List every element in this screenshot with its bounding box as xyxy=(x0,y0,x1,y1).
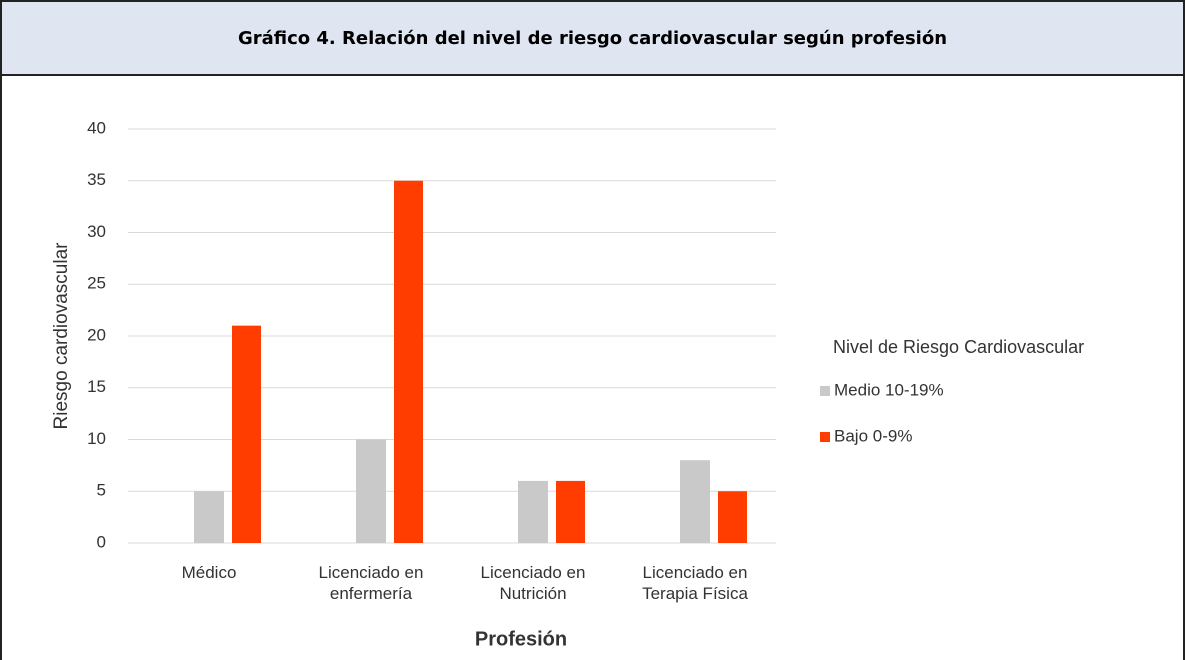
y-tick-label: 35 xyxy=(87,170,106,189)
x-tick-label: Médico xyxy=(181,563,237,582)
legend-swatch xyxy=(820,386,830,396)
y-tick-label: 20 xyxy=(87,325,106,344)
y-tick-label: 5 xyxy=(97,481,106,500)
bar xyxy=(518,480,548,543)
frame xyxy=(0,74,1185,660)
y-tick-label: 0 xyxy=(97,532,106,551)
bar xyxy=(194,491,224,543)
x-tick-label: Licenciado en Terapia Física xyxy=(642,563,748,603)
y-axis-label: Riesgo cardiovascular xyxy=(51,242,72,430)
x-tick-label: Licenciado en enfermería xyxy=(318,563,424,603)
bar xyxy=(394,180,423,543)
legend-swatch xyxy=(820,432,830,442)
y-tick-label: 25 xyxy=(87,274,106,293)
chart-title: Gráfico 4. Relación del nivel de riesgo … xyxy=(0,0,1185,76)
bar xyxy=(232,325,261,543)
y-tick-label: 10 xyxy=(87,429,106,448)
bar xyxy=(718,491,747,543)
x-tick-label: Licenciado en Nutrición xyxy=(480,563,586,603)
legend-label: Bajo 0-9% xyxy=(834,426,912,445)
x-axis-label: Profesión xyxy=(475,628,567,650)
y-tick-label: 15 xyxy=(87,377,106,396)
bar xyxy=(556,480,585,543)
legend-title: Nivel de Riesgo Cardiovascular xyxy=(833,337,1084,357)
bar xyxy=(680,460,710,543)
bar xyxy=(356,439,386,543)
y-tick-label: 40 xyxy=(87,118,106,137)
y-tick-label: 30 xyxy=(87,222,106,241)
legend-label: Medio 10-19% xyxy=(834,380,944,399)
